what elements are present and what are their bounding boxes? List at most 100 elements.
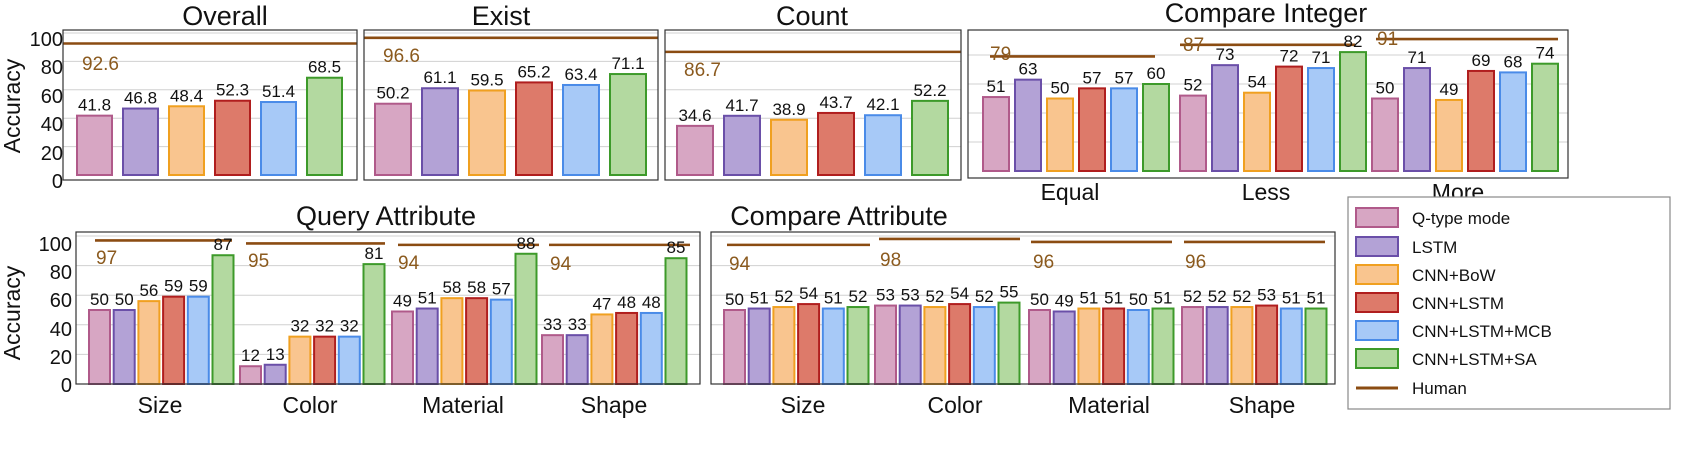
human-value-label: 96 xyxy=(1033,252,1054,273)
bar-value-label: 51 xyxy=(987,77,1006,96)
panel-frame xyxy=(62,29,358,181)
bar xyxy=(1102,307,1126,385)
human-value-label: 95 xyxy=(248,251,269,272)
bar-value-label: 50 xyxy=(90,290,109,309)
bar xyxy=(1339,51,1367,172)
legend-label: CNN+LSTM xyxy=(1412,294,1504,313)
legend-item: CNN+BoW xyxy=(1355,264,1496,285)
bar xyxy=(723,309,746,385)
bar-value-label: 71 xyxy=(1312,48,1331,67)
bar-value-label: 51 xyxy=(1079,289,1098,308)
bar xyxy=(391,310,414,386)
group-label: Size xyxy=(138,392,183,418)
group-label: Color xyxy=(928,392,983,418)
bar-value-label: 73 xyxy=(1216,45,1235,64)
bar-value-label: 61.1 xyxy=(423,68,456,87)
bar xyxy=(211,254,235,385)
human-value-label: 86.7 xyxy=(684,60,721,81)
bar xyxy=(1110,87,1138,172)
legend-label: Q-type mode xyxy=(1412,209,1510,228)
bar-value-label: 33 xyxy=(568,315,587,334)
bar xyxy=(1275,65,1303,172)
bar-value-label: 68 xyxy=(1504,52,1523,71)
bar-value-label: 60 xyxy=(1147,64,1166,83)
bar xyxy=(1028,309,1051,385)
bar xyxy=(664,257,688,386)
human-value-label: 94 xyxy=(550,254,572,275)
bar-value-label: 49 xyxy=(1055,291,1074,310)
legend-label: CNN+LSTM+MCB xyxy=(1412,322,1552,341)
legend-item: CNN+LSTM+SA xyxy=(1355,348,1537,369)
bar-value-label: 85 xyxy=(667,238,686,257)
bar-value-label: 13 xyxy=(266,345,285,364)
bar xyxy=(489,298,513,386)
panel-count: Count 86.7 34.6 41.7 38.9 43.7 42.1 52.2 xyxy=(664,1,962,181)
group-label: Shape xyxy=(581,392,648,418)
bar-value-label: 41.8 xyxy=(78,96,111,115)
bar-value-label: 50 xyxy=(1051,79,1070,98)
panel-title: Compare Attribute xyxy=(730,201,948,231)
bar xyxy=(898,304,922,385)
bar xyxy=(821,307,845,385)
bar-value-label: 54 xyxy=(799,284,818,303)
bar xyxy=(1371,97,1399,172)
plot-area: 96.6 50.2 61.1 59.5 65.2 63.4 71.1 xyxy=(363,29,659,181)
group-label: Color xyxy=(283,392,338,418)
panel-frame xyxy=(75,231,701,385)
bar xyxy=(239,365,262,385)
y-tick-labels: 0 20 40 60 80 100 xyxy=(39,234,72,397)
bar xyxy=(421,87,459,176)
bar xyxy=(997,301,1021,386)
bar-value-label: 51 xyxy=(418,289,437,308)
legend-label: CNN+LSTM+SA xyxy=(1412,350,1537,369)
bar-value-label: 52 xyxy=(975,287,994,306)
group-label: Material xyxy=(1068,392,1150,418)
y-tick-label: 0 xyxy=(61,375,72,397)
legend: Q-type mode LSTM CNN+BoW CNN+LSTM CNN+LS… xyxy=(1347,196,1671,410)
bar xyxy=(374,102,412,176)
human-value-label: 96.6 xyxy=(383,46,420,67)
bar-value-label: 52 xyxy=(849,287,868,306)
bar xyxy=(306,76,343,176)
bar xyxy=(1181,306,1204,386)
bar-value-label: 50 xyxy=(1129,290,1148,309)
bar xyxy=(440,297,464,385)
bar-value-label: 52 xyxy=(925,287,944,306)
panel-title: Exist xyxy=(472,1,531,31)
bar xyxy=(864,114,902,177)
bar-value-label: 69 xyxy=(1472,51,1491,70)
bar xyxy=(770,118,808,176)
bar xyxy=(1531,62,1559,173)
bar xyxy=(515,81,553,176)
bar-value-label: 51 xyxy=(750,289,769,308)
bar-value-label: 71 xyxy=(1408,48,1427,67)
legend-swatch xyxy=(1355,292,1399,313)
legend-item: LSTM xyxy=(1355,236,1457,257)
bar xyxy=(465,297,489,385)
group-label: Size xyxy=(781,392,826,418)
bar xyxy=(1403,67,1431,172)
bar-value-label: 87 xyxy=(214,235,233,254)
bar xyxy=(676,124,714,176)
legend-label: Human xyxy=(1412,379,1467,398)
human-value-label: 94 xyxy=(729,254,751,275)
bar xyxy=(1211,64,1239,172)
bar xyxy=(1255,304,1279,385)
bar-value-label: 65.2 xyxy=(517,62,550,81)
bar xyxy=(1243,91,1271,172)
legend-label: CNN+BoW xyxy=(1412,266,1496,285)
human-value-label: 92.6 xyxy=(82,54,119,75)
bar xyxy=(1078,87,1106,172)
y-tick-label: 100 xyxy=(30,29,63,51)
bar xyxy=(1230,306,1254,386)
bar xyxy=(1151,307,1175,385)
bar-value-label: 52 xyxy=(1183,287,1202,306)
bar xyxy=(972,306,996,386)
legend-item: Human xyxy=(1356,379,1467,398)
bar-value-label: 56 xyxy=(139,281,158,300)
bar-value-label: 59 xyxy=(189,277,208,296)
y-tick-labels: 0 20 40 60 80 100 xyxy=(30,29,63,193)
bar xyxy=(911,99,949,176)
